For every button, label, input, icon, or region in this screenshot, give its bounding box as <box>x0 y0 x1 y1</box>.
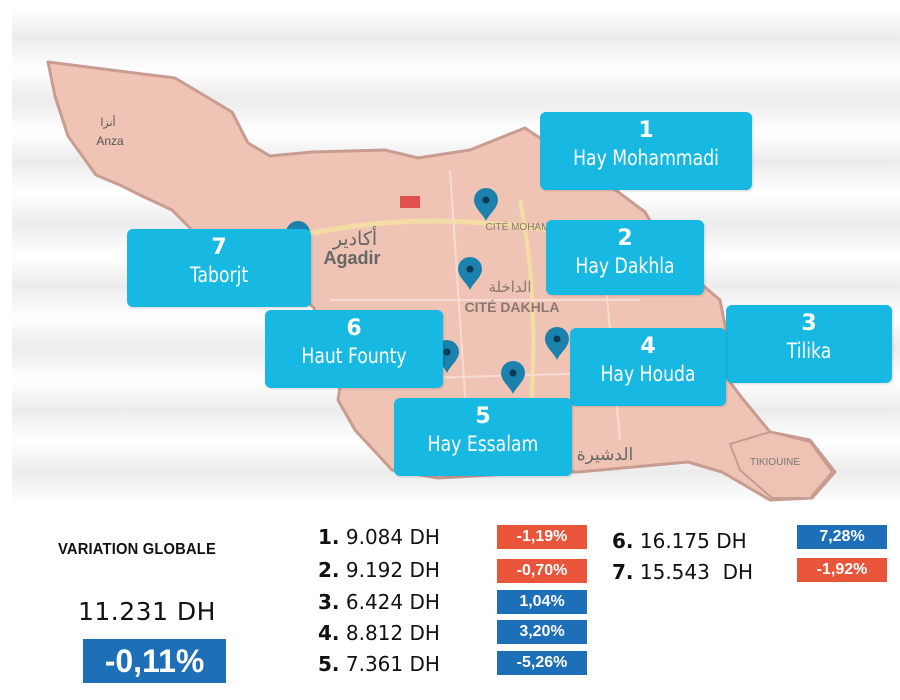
stat-price: 7.361 DH <box>339 652 440 676</box>
stat-number: 1. <box>318 525 340 549</box>
global-variation-badge: -0,11% <box>83 639 226 683</box>
stat-price: 9.084 DH <box>339 525 440 549</box>
callout-name: Hay Essalam <box>427 432 539 456</box>
variation-badge-6: 7,28% <box>797 525 887 549</box>
stat-row-5: 5. 7.361 DH <box>318 652 440 676</box>
callout-name: Haut Founty <box>301 344 407 368</box>
variation-badge-5: -5,26% <box>497 651 587 675</box>
stat-number: 2. <box>318 558 340 582</box>
stat-number: 7. <box>612 560 634 584</box>
place-label-agadir: Agadir <box>323 248 380 268</box>
callout-name: Taborjt <box>189 263 249 287</box>
map-pin-icon <box>474 188 498 221</box>
place-label-tikiouine: TIKIOUINE <box>750 457 800 468</box>
stat-row-4: 4. 8.812 DH <box>318 621 440 645</box>
stat-price: 16.175 DH <box>633 529 747 553</box>
callout-taborjt: 7 Taborjt <box>127 229 311 307</box>
place-label-dcheira-arabic: الدشيرة <box>577 445 634 465</box>
variation-badge-2: -0,70% <box>497 559 587 583</box>
callout-number: 6 <box>346 316 362 341</box>
global-price: 11.231 DH <box>78 597 216 626</box>
callout-hay-mohammadi: 1 Hay Mohammadi <box>540 112 752 190</box>
callout-haut-founty: 6 Haut Founty <box>265 310 443 388</box>
variation-badge-3: 1,04% <box>497 590 587 614</box>
callout-hay-dakhla: 2 Hay Dakhla <box>546 220 704 295</box>
map-pin-icon <box>545 327 569 360</box>
callout-hay-essalam: 5 Hay Essalam <box>394 398 572 476</box>
callout-tilika: 3 Tilika <box>726 305 892 383</box>
callout-number: 1 <box>638 118 654 143</box>
callout-hay-houda: 4 Hay Houda <box>570 328 726 406</box>
city-streets <box>330 169 701 471</box>
stat-price: 15.543 DH <box>633 560 754 584</box>
tikiouine-boundary <box>728 430 834 499</box>
stat-row-3: 3. 6.424 DH <box>318 590 440 614</box>
variation-badge-4: 3,20% <box>497 620 587 644</box>
stat-price: 8.812 DH <box>339 621 440 645</box>
global-variation-title: VARIATION GLOBALE <box>58 541 216 558</box>
secondary-road <box>518 199 536 421</box>
callout-name: Hay Houda <box>600 362 696 386</box>
callout-number: 4 <box>640 334 656 359</box>
callout-number: 7 <box>211 235 227 260</box>
callout-name: Tilika <box>786 339 832 363</box>
variation-badge-7: -1,92% <box>797 558 887 582</box>
place-label-agadir-arabic: أكادير <box>332 225 377 250</box>
stat-row-7: 7. 15.543 DH <box>612 560 753 584</box>
place-label-anza: Anza <box>96 134 124 148</box>
road-shield <box>400 196 420 208</box>
stat-price: 9.192 DH <box>339 558 440 582</box>
stat-number: 3. <box>318 590 340 614</box>
stat-row-1: 1. 9.084 DH <box>318 525 440 549</box>
stat-number: 4. <box>318 621 340 645</box>
place-label-dakhla-arabic: الداخلة <box>488 279 531 296</box>
callout-number: 5 <box>475 404 491 429</box>
stat-row-2: 2. 9.192 DH <box>318 558 440 582</box>
stat-number: 6. <box>612 529 634 553</box>
stat-row-6: 6. 16.175 DH <box>612 529 747 553</box>
place-label-anza-arabic: أنزا <box>100 115 115 129</box>
callout-number: 3 <box>801 311 817 336</box>
callout-name: Hay Mohammadi <box>573 146 719 170</box>
stat-price: 6.424 DH <box>339 590 440 614</box>
variation-badge-1: -1,19% <box>497 525 587 549</box>
map-pin-icon <box>501 361 525 394</box>
callout-number: 2 <box>617 226 633 251</box>
place-label-dakhla: CITÉ DAKHLA <box>465 299 560 315</box>
callout-name: Hay Dakhla <box>575 254 675 278</box>
stat-number: 5. <box>318 652 340 676</box>
map-pin-icon <box>458 257 482 290</box>
